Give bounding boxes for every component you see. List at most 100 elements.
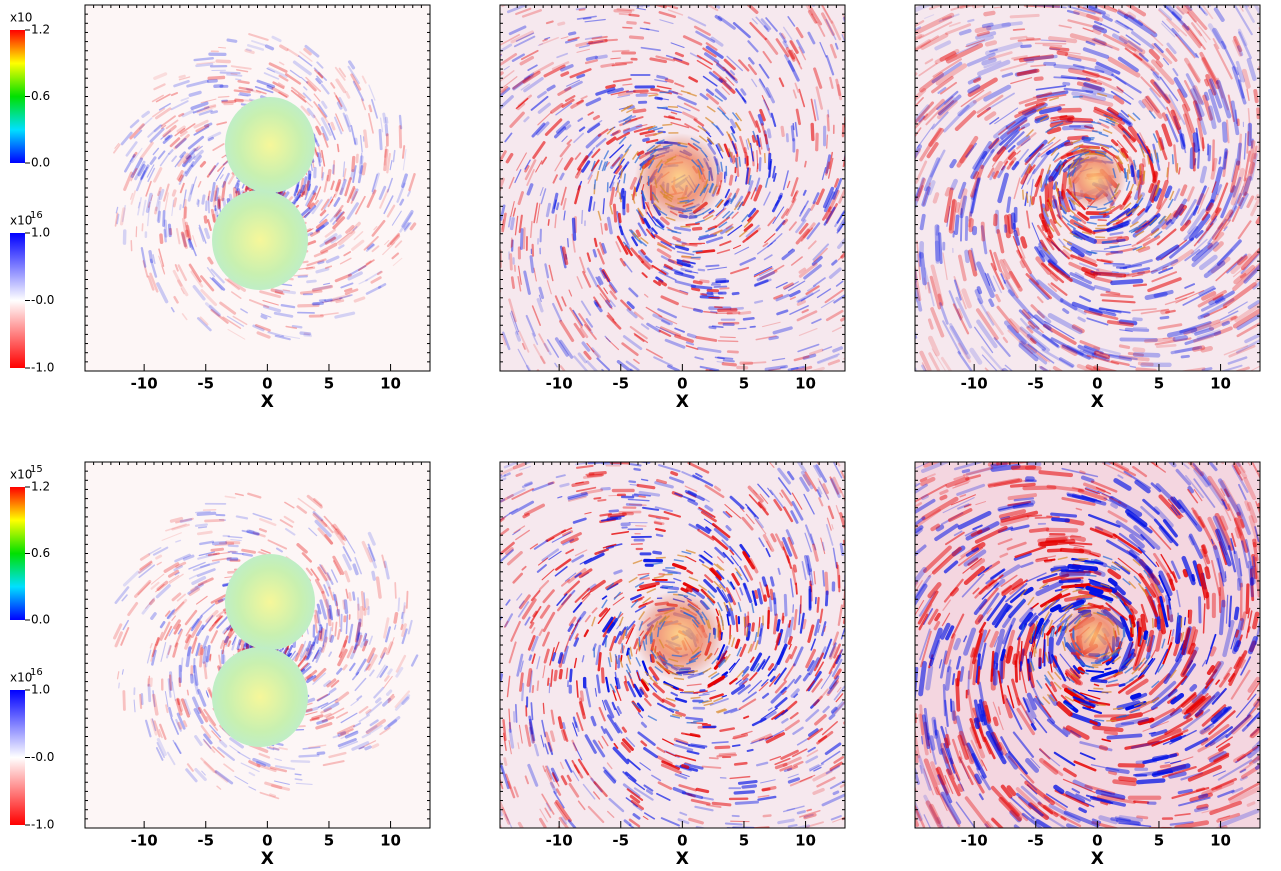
vortex-streak: [236, 100, 242, 101]
vortex-streak: [614, 205, 615, 221]
vortex-streak: [478, 187, 481, 195]
vortex-streak: [338, 145, 339, 152]
vortex-streak: [578, 75, 584, 77]
vortex-streak: [473, 317, 477, 335]
vortex-streak: [848, 130, 849, 146]
vortex-streak: [1250, 372, 1264, 377]
vortex-streak: [1166, 311, 1174, 313]
vortex-streak: [159, 212, 160, 222]
vortex-streak: [737, 413, 761, 414]
colorbar-tick-label: 0.0: [31, 156, 50, 170]
vortex-streak: [745, 420, 759, 421]
core-streak: [1167, 167, 1168, 177]
vortex-streak: [628, 23, 635, 24]
vortex-streak: [485, 32, 489, 34]
vortex-streak: [619, 93, 631, 95]
vortex-streak: [431, 177, 435, 185]
colorbar: [10, 487, 25, 620]
vortex-streak: [463, 111, 476, 127]
vortex-streak: [836, 378, 841, 380]
vortex-streak: [887, 154, 888, 160]
vortex-streak: [857, 163, 861, 177]
vortex-streak: [751, 432, 762, 433]
vortex-streak: [860, 247, 861, 255]
vortex-streak: [1278, 326, 1281, 340]
vortex-streak: [812, 124, 813, 139]
vortex-streak: [441, 230, 443, 242]
vortex-streak: [223, 101, 235, 102]
vortex-streak: [1270, 285, 1281, 302]
vortex-streak: [905, 191, 912, 224]
vortex-streak: [493, 355, 495, 360]
vortex-streak: [462, 278, 464, 299]
vortex-streak: [267, 46, 273, 49]
vortex-streak: [900, 213, 903, 219]
vortex-streak: [1279, 101, 1280, 123]
vortex-streak: [197, 200, 198, 204]
vortex-streak: [1126, 329, 1147, 330]
vortex-streak: [1050, 418, 1062, 425]
vortex-streak: [613, 51, 629, 52]
vortex-streak: [653, 430, 664, 435]
vortex-streak: [1108, 237, 1121, 238]
vortex-streak: [1195, 135, 1196, 150]
vortex-streak: [1111, 403, 1122, 406]
vortex-streak: [900, 63, 902, 82]
vortex-streak: [473, 143, 481, 156]
vortex-streak: [1135, 349, 1143, 350]
vortex-streak: [866, 173, 877, 204]
vortex-streak: [322, 173, 323, 180]
vortex-streak: [599, 392, 603, 395]
vortex-streak: [656, 98, 662, 99]
vortex-streak: [185, 200, 186, 218]
vortex-streak: [873, 194, 877, 208]
vortex-streak: [718, 417, 736, 420]
vortex-streak: [462, 83, 477, 98]
vortex-streak: [968, 20, 973, 21]
vortex-streak: [769, 0, 772, 1]
vortex-streak: [953, 181, 956, 188]
vortex-streak: [431, 150, 434, 156]
vortex-streak: [871, 25, 873, 31]
vortex-streak: [848, 152, 860, 177]
vortex-streak: [212, 112, 217, 113]
vortex-streak: [1247, 385, 1256, 388]
vortex-streak: [986, 2, 1009, 5]
vortex-streak: [557, 399, 571, 415]
vortex-streak: [828, 115, 829, 130]
vortex-streak: [353, 158, 354, 171]
vortex-streak: [1052, 381, 1070, 391]
vortex-streak: [1272, 281, 1279, 287]
vortex-streak: [1238, 399, 1244, 400]
vortex-streak: [857, 199, 866, 218]
vortex-streak: [740, 416, 747, 417]
vortex-streak: [1105, 263, 1125, 264]
vortex-streak: [1251, 155, 1254, 171]
colorbar-multiplier: x10: [10, 11, 32, 25]
vortex-streak: [433, 170, 442, 193]
vortex-streak: [476, 269, 478, 292]
vortex-streak: [481, 288, 483, 303]
vortex-streak: [697, 396, 718, 401]
vortex-streak: [712, 282, 728, 283]
vortex-streak: [854, 150, 864, 170]
vortex-streak: [1268, 50, 1277, 83]
vortex-streak: [1022, 46, 1030, 47]
vortex-streak: [590, 405, 601, 415]
vortex-streak: [883, 231, 887, 236]
vortex-streak: [1151, 403, 1165, 404]
vortex-streak: [1193, 398, 1205, 399]
vortex-streak: [196, 525, 207, 526]
vortex-streak: [385, 147, 386, 165]
vortex-streak: [1169, 0, 1188, 4]
vortex-streak: [734, 156, 735, 161]
vortex-streak: [701, 400, 718, 404]
vortex-streak: [219, 47, 226, 48]
vortex-streak: [451, 139, 463, 160]
vortex-streak: [512, 278, 513, 288]
vortex-streak: [1041, 428, 1065, 441]
vortex-streak: [1268, 158, 1270, 165]
vortex-streak: [658, 375, 672, 381]
vortex-streak: [852, 349, 869, 358]
vortex-streak: [1056, 384, 1061, 387]
